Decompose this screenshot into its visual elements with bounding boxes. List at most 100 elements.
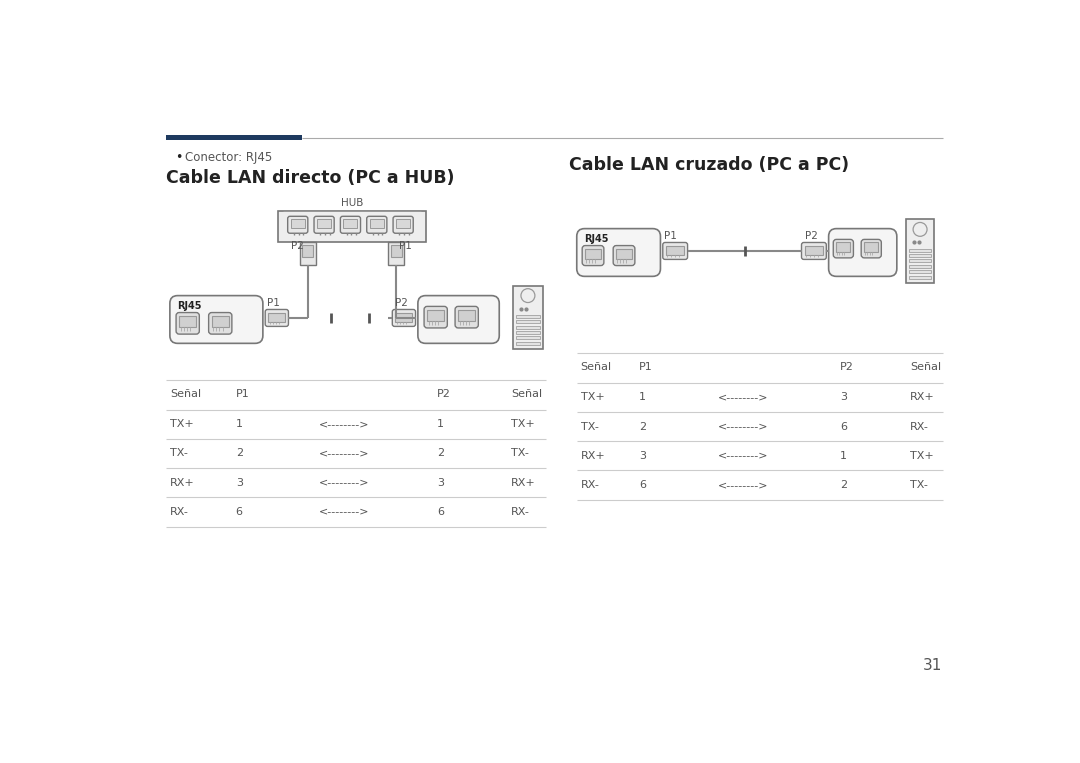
FancyBboxPatch shape xyxy=(861,240,881,258)
FancyBboxPatch shape xyxy=(834,240,853,258)
Bar xyxy=(166,136,301,140)
FancyBboxPatch shape xyxy=(613,246,635,266)
Bar xyxy=(291,220,305,228)
Bar xyxy=(909,254,931,257)
Text: RX-: RX- xyxy=(170,507,189,517)
Bar xyxy=(513,285,542,349)
Text: TX-: TX- xyxy=(581,421,598,432)
Text: 3: 3 xyxy=(840,392,847,402)
Text: 1: 1 xyxy=(638,392,646,402)
Text: Cable LAN directo (PC a HUB): Cable LAN directo (PC a HUB) xyxy=(166,169,455,187)
Bar xyxy=(212,317,229,327)
Text: TX+: TX+ xyxy=(170,419,193,430)
Text: •: • xyxy=(175,151,183,164)
Text: <-------->: <--------> xyxy=(718,480,769,490)
Bar xyxy=(179,317,197,327)
FancyBboxPatch shape xyxy=(367,216,387,233)
Bar xyxy=(516,331,540,334)
Text: TX+: TX+ xyxy=(581,392,605,402)
Text: RX+: RX+ xyxy=(581,451,606,461)
FancyBboxPatch shape xyxy=(340,216,361,233)
Text: <-------->: <--------> xyxy=(319,449,369,459)
Text: Señal: Señal xyxy=(581,362,611,372)
Text: 6: 6 xyxy=(437,507,444,517)
Text: <-------->: <--------> xyxy=(319,419,369,430)
FancyBboxPatch shape xyxy=(577,229,661,276)
Text: P2: P2 xyxy=(291,240,303,250)
Bar xyxy=(666,246,685,255)
Text: RJ45: RJ45 xyxy=(584,233,609,243)
Text: <-------->: <--------> xyxy=(319,478,369,488)
FancyBboxPatch shape xyxy=(176,313,200,334)
Text: RX-: RX- xyxy=(910,421,929,432)
Text: 1: 1 xyxy=(437,419,444,430)
Text: <-------->: <--------> xyxy=(718,392,769,402)
Bar xyxy=(516,336,540,340)
Text: 2: 2 xyxy=(437,449,444,459)
Text: P1: P1 xyxy=(267,298,280,307)
Text: <-------->: <--------> xyxy=(319,507,369,517)
Text: RX-: RX- xyxy=(581,480,599,490)
Text: P2: P2 xyxy=(805,230,818,240)
Text: TX-: TX- xyxy=(170,449,188,459)
Text: 6: 6 xyxy=(235,507,243,517)
Text: RX+: RX+ xyxy=(910,392,935,402)
Bar xyxy=(909,270,931,273)
Text: RJ45: RJ45 xyxy=(177,301,202,311)
Bar xyxy=(516,342,540,345)
Text: 2: 2 xyxy=(235,449,243,459)
FancyBboxPatch shape xyxy=(392,310,416,327)
Text: RX+: RX+ xyxy=(511,478,536,488)
Bar xyxy=(585,249,600,259)
Text: P1: P1 xyxy=(664,230,677,240)
Bar xyxy=(458,311,475,321)
Bar xyxy=(864,243,878,252)
Text: 2: 2 xyxy=(840,480,848,490)
FancyBboxPatch shape xyxy=(582,246,604,266)
Text: P2: P2 xyxy=(840,362,854,372)
Text: Señal: Señal xyxy=(511,389,542,399)
Text: TX+: TX+ xyxy=(511,419,535,430)
FancyBboxPatch shape xyxy=(418,295,499,343)
Text: 3: 3 xyxy=(235,478,243,488)
FancyBboxPatch shape xyxy=(208,313,232,334)
Bar xyxy=(389,242,404,265)
Text: P1: P1 xyxy=(235,389,249,399)
Text: RX+: RX+ xyxy=(170,478,194,488)
Bar xyxy=(302,245,313,257)
Bar xyxy=(369,220,383,228)
FancyBboxPatch shape xyxy=(828,229,896,276)
Bar xyxy=(300,242,315,265)
Bar xyxy=(318,220,332,228)
FancyBboxPatch shape xyxy=(170,295,262,343)
Bar xyxy=(516,326,540,329)
Bar xyxy=(391,245,402,257)
Text: P2: P2 xyxy=(437,389,451,399)
Bar xyxy=(516,320,540,324)
FancyBboxPatch shape xyxy=(424,307,447,328)
Bar xyxy=(395,313,413,322)
Text: P2: P2 xyxy=(395,298,408,307)
Bar xyxy=(805,246,823,255)
Text: 6: 6 xyxy=(840,421,847,432)
FancyBboxPatch shape xyxy=(393,216,414,233)
Text: TX-: TX- xyxy=(910,480,928,490)
Bar xyxy=(909,249,931,252)
Bar xyxy=(909,259,931,262)
Text: <-------->: <--------> xyxy=(718,421,769,432)
Bar xyxy=(428,311,444,321)
FancyBboxPatch shape xyxy=(455,307,478,328)
Text: 2: 2 xyxy=(638,421,646,432)
Text: TX+: TX+ xyxy=(910,451,934,461)
FancyBboxPatch shape xyxy=(801,243,826,259)
Text: 1: 1 xyxy=(235,419,243,430)
Text: Señal: Señal xyxy=(170,389,201,399)
FancyBboxPatch shape xyxy=(266,310,288,327)
Bar xyxy=(906,220,934,282)
Text: HUB: HUB xyxy=(341,198,363,208)
Text: 3: 3 xyxy=(638,451,646,461)
Bar xyxy=(343,220,357,228)
Bar xyxy=(617,249,632,259)
Text: P1: P1 xyxy=(400,240,413,250)
Text: 6: 6 xyxy=(638,480,646,490)
